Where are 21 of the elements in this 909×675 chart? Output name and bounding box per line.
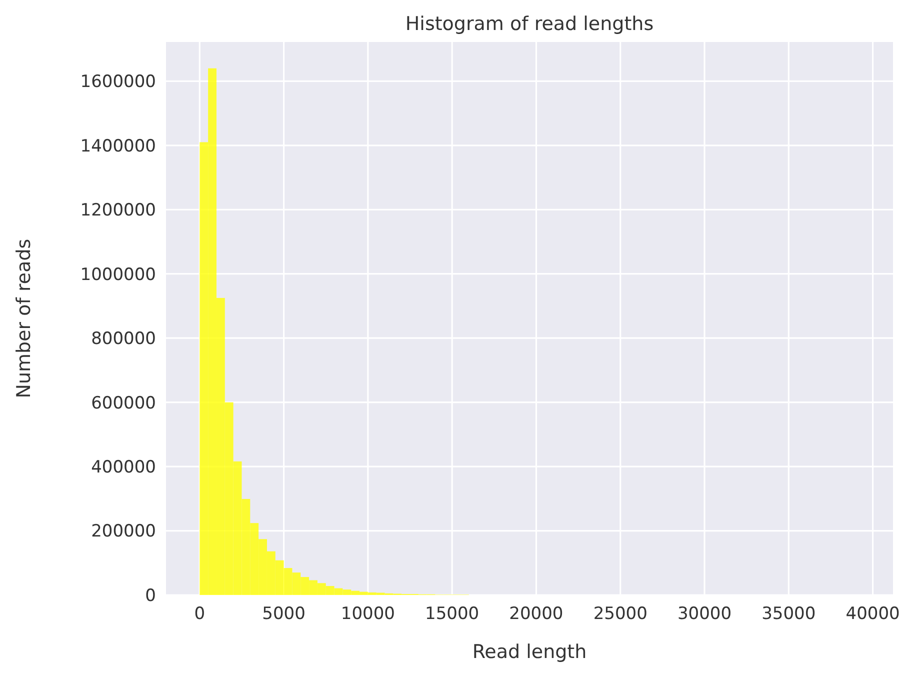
x-tick-label: 0 [194, 604, 206, 624]
y-tick-label: 400000 [91, 457, 156, 478]
x-tick-label: 25000 [593, 604, 648, 624]
chart-title: Histogram of read lengths [405, 13, 654, 35]
x-tick-label: 15000 [425, 604, 480, 624]
y-tick-label: 1400000 [80, 136, 156, 156]
y-tick-label: 600000 [91, 393, 156, 414]
y-tick-label: 1200000 [80, 200, 156, 221]
x-tick-label: 35000 [762, 604, 816, 624]
x-tick-label: 40000 [846, 604, 900, 624]
x-tick-label: 20000 [509, 604, 564, 624]
y-tick-label: 0 [145, 586, 156, 606]
x-tick-label: 30000 [677, 604, 732, 624]
x-tick-label: 5000 [262, 604, 306, 624]
y-tick-label: 1600000 [80, 72, 156, 92]
x-tick-label: 10000 [340, 604, 395, 624]
y-tick-label: 800000 [91, 329, 156, 350]
y-tick-label: 200000 [91, 522, 156, 542]
y-tick-label: 1000000 [80, 264, 156, 285]
x-axis-title: Read length [472, 641, 587, 663]
y-axis-title: Number of reads [13, 238, 35, 398]
